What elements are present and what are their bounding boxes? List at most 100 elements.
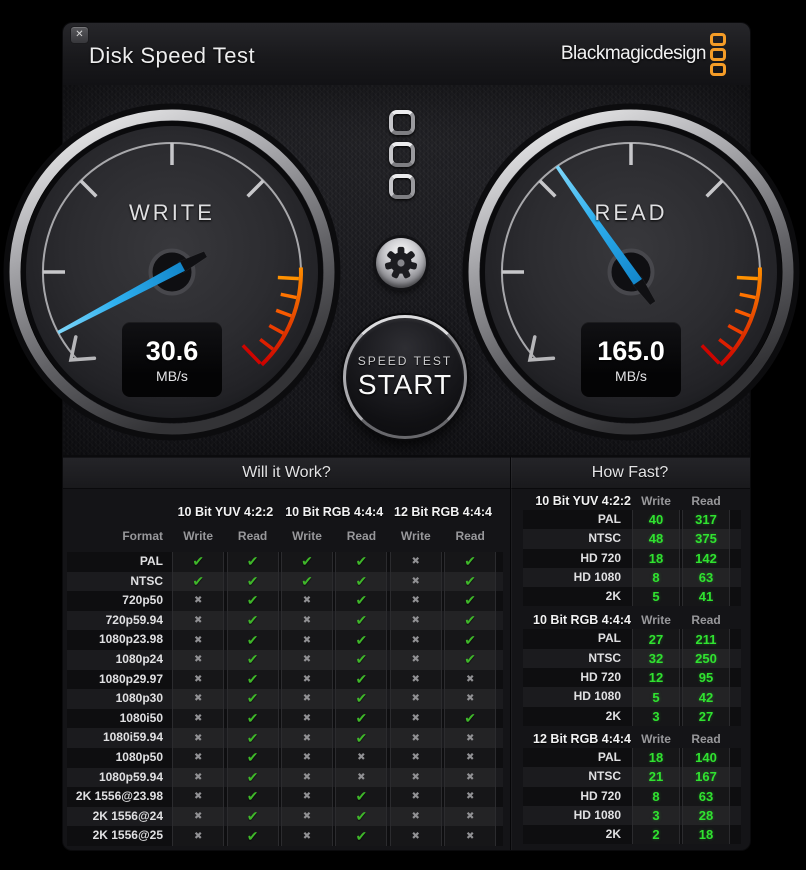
- support-cell: ✖: [389, 610, 443, 631]
- titlebar: ✕ Disk Speed Test Blackmagicdesign: [63, 23, 750, 86]
- support-cell: ✖: [389, 728, 443, 748]
- support-cell: ✖: [171, 826, 225, 846]
- check-icon: ✔: [355, 670, 368, 687]
- write-gauge: WRITE 30.6 MB/s: [2, 102, 342, 442]
- support-cell: ✖: [389, 708, 443, 729]
- check-icon: ✔: [355, 651, 368, 668]
- check-icon: ✔: [464, 612, 476, 629]
- support-cell: ✔: [334, 552, 388, 572]
- support-cell: ✖: [280, 728, 334, 748]
- speed-row-label: PAL: [597, 749, 621, 764]
- close-button[interactable]: ✕: [70, 26, 89, 44]
- read-value-display: 165.0 MB/s: [581, 322, 681, 397]
- speed-row-label: PAL: [597, 631, 621, 646]
- cross-icon: ✖: [193, 713, 203, 725]
- write-speed-cell: 3: [631, 805, 681, 826]
- write-header: Write: [641, 613, 671, 628]
- read-speed-cell: 317: [681, 510, 731, 530]
- cross-icon: ✖: [411, 575, 420, 587]
- support-cell: ✖: [171, 708, 225, 729]
- support-cell: ✔: [334, 630, 388, 650]
- format-label: 720p59.94: [105, 612, 163, 627]
- cross-icon: ✖: [411, 811, 420, 823]
- support-cell: ✔: [225, 747, 279, 768]
- write-header: Write: [641, 494, 671, 508]
- check-icon: ✔: [246, 788, 259, 805]
- support-cell: ✔: [225, 571, 279, 592]
- speed-row: HD 1080 8 63: [523, 567, 741, 588]
- check-icon: ✔: [355, 592, 368, 609]
- support-cell: ✖: [389, 806, 443, 827]
- check-icon: ✔: [246, 631, 259, 648]
- cross-icon: ✖: [411, 673, 420, 685]
- cross-icon: ✖: [411, 752, 420, 764]
- check-icon: ✔: [246, 768, 259, 785]
- support-cell: ✔: [443, 630, 497, 650]
- support-cell: ✖: [171, 747, 225, 768]
- cross-icon: ✖: [193, 693, 203, 705]
- read-speed-cell: 140: [681, 747, 731, 768]
- write-speed-cell: 40: [631, 510, 681, 530]
- format-row: 1080i59.94 ✖ ✔ ✖ ✔ ✖ ✖: [67, 728, 503, 748]
- speed-row: 2K 2 18: [523, 825, 741, 845]
- support-cell: ✔: [334, 591, 388, 611]
- check-icon: ✔: [192, 553, 205, 570]
- format-row: 1080i50 ✖ ✔ ✖ ✔ ✖ ✔: [67, 708, 503, 729]
- write-header: Write: [292, 529, 322, 543]
- format-row: 720p59.94 ✖ ✔ ✖ ✔ ✖ ✔: [67, 610, 503, 631]
- support-cell: ✖: [389, 571, 443, 592]
- settings-button[interactable]: [376, 238, 426, 288]
- support-cell: ✖: [280, 708, 334, 729]
- cross-icon: ✖: [357, 752, 366, 764]
- speed-row: 2K 3 27: [523, 706, 741, 726]
- write-gauge-label: WRITE: [129, 200, 215, 225]
- speed-row-label: HD 1080: [573, 689, 621, 704]
- brand: Blackmagicdesign: [561, 23, 726, 85]
- check-icon: ✔: [246, 808, 259, 825]
- cross-icon: ✖: [302, 811, 312, 823]
- support-cell: ✖: [171, 610, 225, 631]
- support-cell: ✔: [280, 571, 334, 592]
- speed-row: HD 720 12 95: [523, 668, 741, 688]
- cross-icon: ✖: [411, 654, 420, 666]
- read-speed-cell: 375: [681, 529, 731, 549]
- read-speed-cell: 28: [681, 805, 731, 826]
- close-icon: ✕: [75, 29, 84, 40]
- support-cell: ✖: [443, 806, 497, 827]
- speed-row-label: NTSC: [588, 531, 621, 546]
- speed-row-label: NTSC: [588, 769, 621, 784]
- speed-row-label: HD 720: [580, 788, 621, 803]
- support-cell: ✔: [334, 826, 388, 846]
- format-row: 720p50 ✖ ✔ ✖ ✔ ✖ ✔: [67, 591, 503, 611]
- support-cell: ✖: [171, 787, 225, 807]
- support-cell: ✖: [171, 649, 225, 670]
- format-row: 1080p50 ✖ ✔ ✖ ✖ ✖ ✖: [67, 747, 503, 768]
- cross-icon: ✖: [411, 693, 420, 705]
- start-button[interactable]: SPEED TEST START: [343, 315, 467, 439]
- support-cell: ✖: [389, 552, 443, 572]
- check-icon: ✔: [355, 631, 368, 648]
- format-label: 1080p29.97: [98, 671, 163, 686]
- support-cell: ✔: [225, 649, 279, 670]
- format-row: 2K 1556@23.98 ✖ ✔ ✖ ✔ ✖ ✖: [67, 787, 503, 807]
- support-cell: ✔: [334, 610, 388, 631]
- write-speed-cell: 3: [631, 706, 681, 726]
- support-cell: ✔: [225, 591, 279, 611]
- support-cell: ✖: [389, 767, 443, 788]
- check-icon: ✔: [355, 788, 368, 805]
- cross-icon: ✖: [193, 654, 203, 666]
- check-icon: ✔: [246, 572, 259, 589]
- support-cell: ✔: [225, 689, 279, 709]
- format-row: 1080p24 ✖ ✔ ✖ ✔ ✖ ✔: [67, 649, 503, 670]
- support-cell: ✔: [443, 591, 497, 611]
- read-speed-cell: 63: [681, 786, 731, 806]
- support-cell: ✖: [389, 669, 443, 690]
- check-icon: ✔: [464, 651, 476, 668]
- check-icon: ✔: [464, 572, 476, 589]
- support-cell: ✖: [280, 630, 334, 650]
- format-label: 1080p50: [115, 749, 163, 764]
- wiw-sub-header: Format Write Read Write Read Write Read: [67, 527, 503, 545]
- write-value: 30.6: [145, 336, 199, 366]
- write-speed-cell: 27: [631, 629, 681, 649]
- column-group-label: 12 Bit RGB 4:4:4: [394, 505, 492, 519]
